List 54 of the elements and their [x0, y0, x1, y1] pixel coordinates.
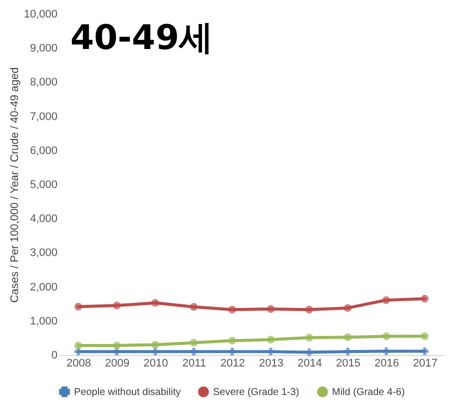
x-tick-label: 2014: [298, 358, 322, 370]
point: [305, 334, 314, 342]
x-tick-label: 2016: [374, 358, 399, 370]
point: [382, 347, 390, 356]
chart-title: 40-49세: [70, 18, 214, 58]
legend-label: Mild (Grade 4-6): [332, 386, 405, 398]
point: [190, 338, 198, 347]
y-tick-label: 3,000: [30, 247, 58, 260]
x-tick-label: 2017: [413, 358, 438, 370]
y-tick-label: 0: [51, 350, 58, 362]
y-tick-label: 6,000: [30, 144, 58, 157]
point: [305, 348, 314, 356]
legend-label: People without disability: [74, 386, 181, 398]
x-tick-label: 2013: [259, 358, 284, 370]
y-tick-label: 7,000: [30, 110, 58, 123]
y-tick-label: 8,000: [30, 76, 58, 89]
point: [382, 332, 390, 340]
point: [420, 347, 429, 356]
point: [151, 340, 160, 349]
point: [266, 336, 275, 344]
point: [190, 303, 198, 311]
point: [112, 302, 121, 310]
point: [305, 306, 314, 314]
point: [382, 296, 390, 304]
point: [344, 348, 352, 356]
x-tick-label: 2011: [182, 358, 206, 370]
x-tick-label: 2009: [105, 358, 130, 370]
x-tick-label: 2012: [220, 358, 245, 370]
point: [74, 342, 82, 350]
y-tick-label: 5,000: [30, 179, 58, 191]
point: [74, 302, 82, 310]
y-tick-label: 10,000: [24, 8, 58, 20]
point: [151, 298, 160, 307]
point: [190, 348, 198, 356]
x-tick-label: 2008: [66, 358, 91, 370]
point: [266, 348, 275, 356]
y-tick-label: 1,000: [30, 315, 58, 328]
point: [266, 305, 275, 313]
point: [420, 294, 429, 303]
x-tick-label: 2015: [336, 358, 360, 370]
point: [228, 336, 236, 345]
y-axis-title: Cases / Per 100,000 / Year / Crude / 40-49 aged: [8, 67, 21, 303]
point: [151, 348, 160, 356]
point: [112, 342, 121, 350]
y-tick-label: 9,000: [30, 42, 58, 55]
legend-label: Severe (Grade 1-3): [213, 386, 300, 398]
point: [228, 306, 236, 314]
y-tick-label: 2,000: [30, 281, 58, 294]
point: [344, 333, 352, 342]
point: [228, 348, 236, 356]
point: [344, 304, 352, 312]
point: [420, 332, 429, 340]
x-tick-label: 2010: [144, 358, 168, 370]
y-tick-label: 4,000: [30, 213, 58, 226]
